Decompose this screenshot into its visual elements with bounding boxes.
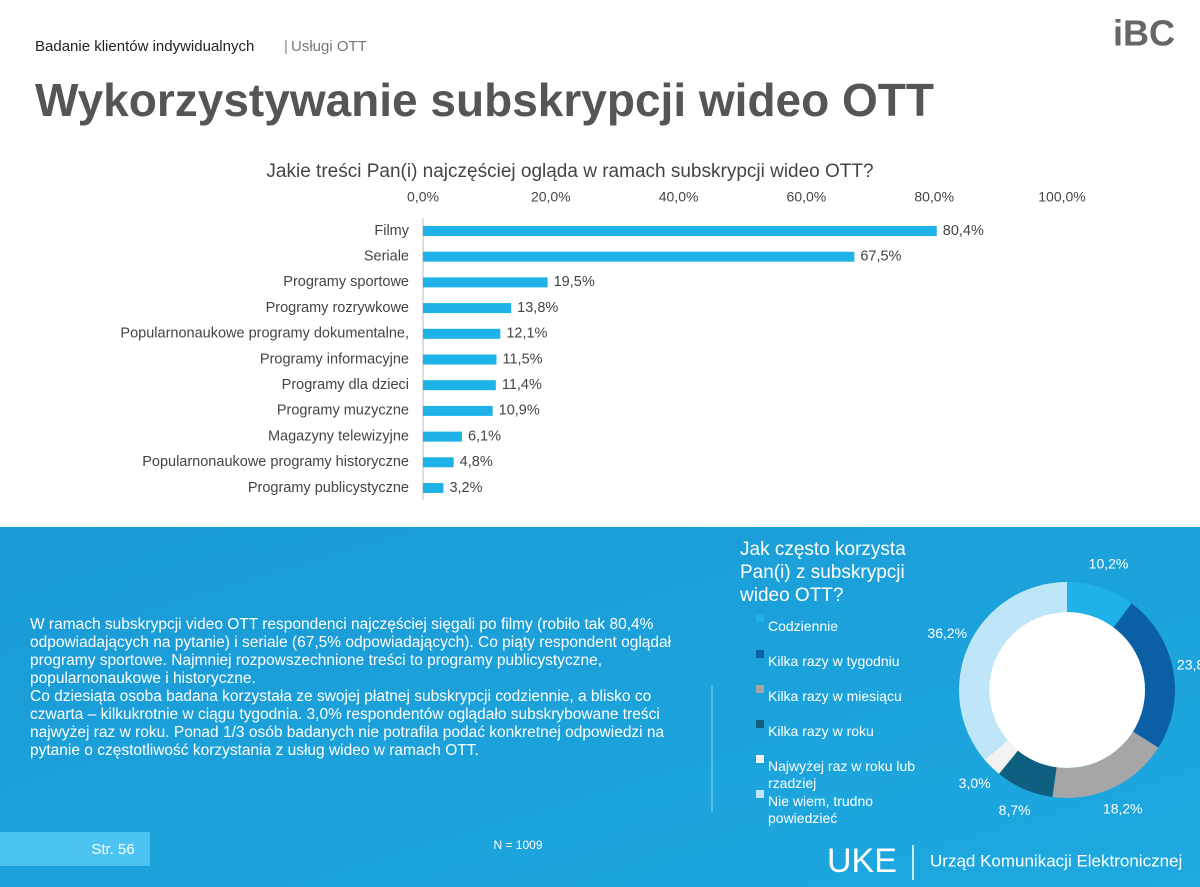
category-label: Programy dla dzieci: [282, 377, 409, 393]
value-label: 19,5%: [554, 274, 595, 290]
value-label: 4,8%: [460, 454, 493, 470]
legend-label: Kilka razy w tygodniu: [768, 653, 900, 669]
bar: [423, 457, 454, 468]
bar: [423, 251, 855, 262]
bar: [423, 277, 548, 288]
legend-label: Najwyżej raz w roku lub rzadziej: [768, 758, 916, 791]
legend-swatch: [756, 650, 764, 658]
donut-slice: [1067, 582, 1132, 628]
donut-slice: [959, 582, 1067, 760]
separator: |: [284, 38, 288, 55]
x-tick-label: 20,0%: [531, 189, 571, 205]
topic: Usługi OTT: [291, 38, 367, 55]
page-badge: [0, 832, 150, 866]
uke-logo: UKE: [827, 842, 897, 880]
category-label: Programy rozrywkowe: [266, 300, 409, 316]
donut-title: Jak często korzysta Pan(i) z subskrypcji…: [740, 539, 906, 606]
value-label: 10,2%: [1089, 555, 1129, 571]
value-label: 3,2%: [449, 480, 482, 496]
donut-slice: [1113, 603, 1175, 748]
bar: [423, 431, 462, 442]
value-label: 23,8%: [1177, 657, 1200, 673]
x-tick-label: 100,0%: [1038, 189, 1085, 205]
legend-swatch: [756, 615, 764, 623]
legend-label: Kilka razy w roku: [768, 723, 874, 739]
category-label: Filmy: [374, 223, 409, 239]
value-label: 12,1%: [506, 326, 547, 342]
value-label: 80,4%: [943, 223, 984, 239]
bar: [423, 226, 937, 236]
bar: [423, 303, 512, 314]
donut-slice: [999, 750, 1057, 798]
category-label: Programy informacyjne: [260, 351, 409, 367]
legend-label: Nie wiem, trudno powiedzieć: [768, 793, 874, 826]
value-label: 11,4%: [502, 377, 542, 393]
category-label: Seriale: [364, 249, 409, 265]
donut-slice: [1052, 731, 1159, 798]
legend-swatch: [756, 790, 764, 798]
value-label: 36,2%: [927, 625, 967, 641]
chart-title: Jakie treści Pan(i) najczęściej ogląda w…: [266, 161, 873, 182]
legend-label: Codziennie: [768, 618, 839, 634]
page-number: Str. 56: [91, 841, 134, 858]
value-label: 6,1%: [468, 428, 501, 444]
legend-swatch: [756, 720, 764, 728]
bar: [423, 328, 501, 339]
x-tick-label: 40,0%: [659, 189, 699, 205]
donut-hole: [989, 612, 1145, 768]
value-label: 67,5%: [860, 249, 901, 265]
legend-label: Kilka razy w miesiącu: [768, 688, 902, 704]
sample-size: N = 1009: [493, 838, 542, 852]
value-label: 11,5%: [502, 351, 542, 367]
bar: [423, 405, 493, 416]
category-label: Programy publicystyczne: [248, 480, 409, 496]
value-label: 8,7%: [999, 802, 1031, 818]
category-label: Popularnonaukowe programy historyczne: [142, 454, 409, 470]
institution: Urząd Komunikacji Elektronicznej: [930, 851, 1182, 870]
x-tick-label: 0,0%: [407, 189, 439, 205]
value-label: 10,9%: [499, 403, 540, 419]
slide-title: Wykorzystywanie subskrypcji wideo OTT: [35, 74, 934, 126]
legend-swatch: [756, 685, 764, 693]
donut-slice: [984, 740, 1018, 774]
x-tick-label: 80,0%: [914, 189, 954, 205]
summary: W ramach subskrypcji video OTT responden…: [30, 616, 680, 760]
summary-paragraph: Co dziesiąta osoba badana korzystała ze …: [30, 688, 665, 759]
bar: [423, 380, 496, 391]
x-tick-label: 60,0%: [787, 189, 827, 205]
value-label: 18,2%: [1103, 800, 1143, 816]
ibc-logo: iBC: [1113, 13, 1175, 54]
value-label: 3,0%: [959, 775, 991, 791]
bar: [423, 483, 444, 493]
legend-swatch: [756, 755, 764, 763]
category-label: Magazyny telewizyjne: [268, 428, 409, 444]
category-label: Popularnonaukowe programy dokumentalne,: [120, 326, 409, 342]
survey-name: Badanie klientów indywidualnych: [35, 38, 254, 55]
category-label: Programy muzyczne: [277, 403, 409, 419]
value-label: 13,8%: [517, 300, 558, 316]
summary-paragraph: W ramach subskrypcji video OTT responden…: [30, 616, 672, 687]
category-label: Programy sportowe: [283, 274, 409, 290]
bar: [423, 354, 497, 365]
